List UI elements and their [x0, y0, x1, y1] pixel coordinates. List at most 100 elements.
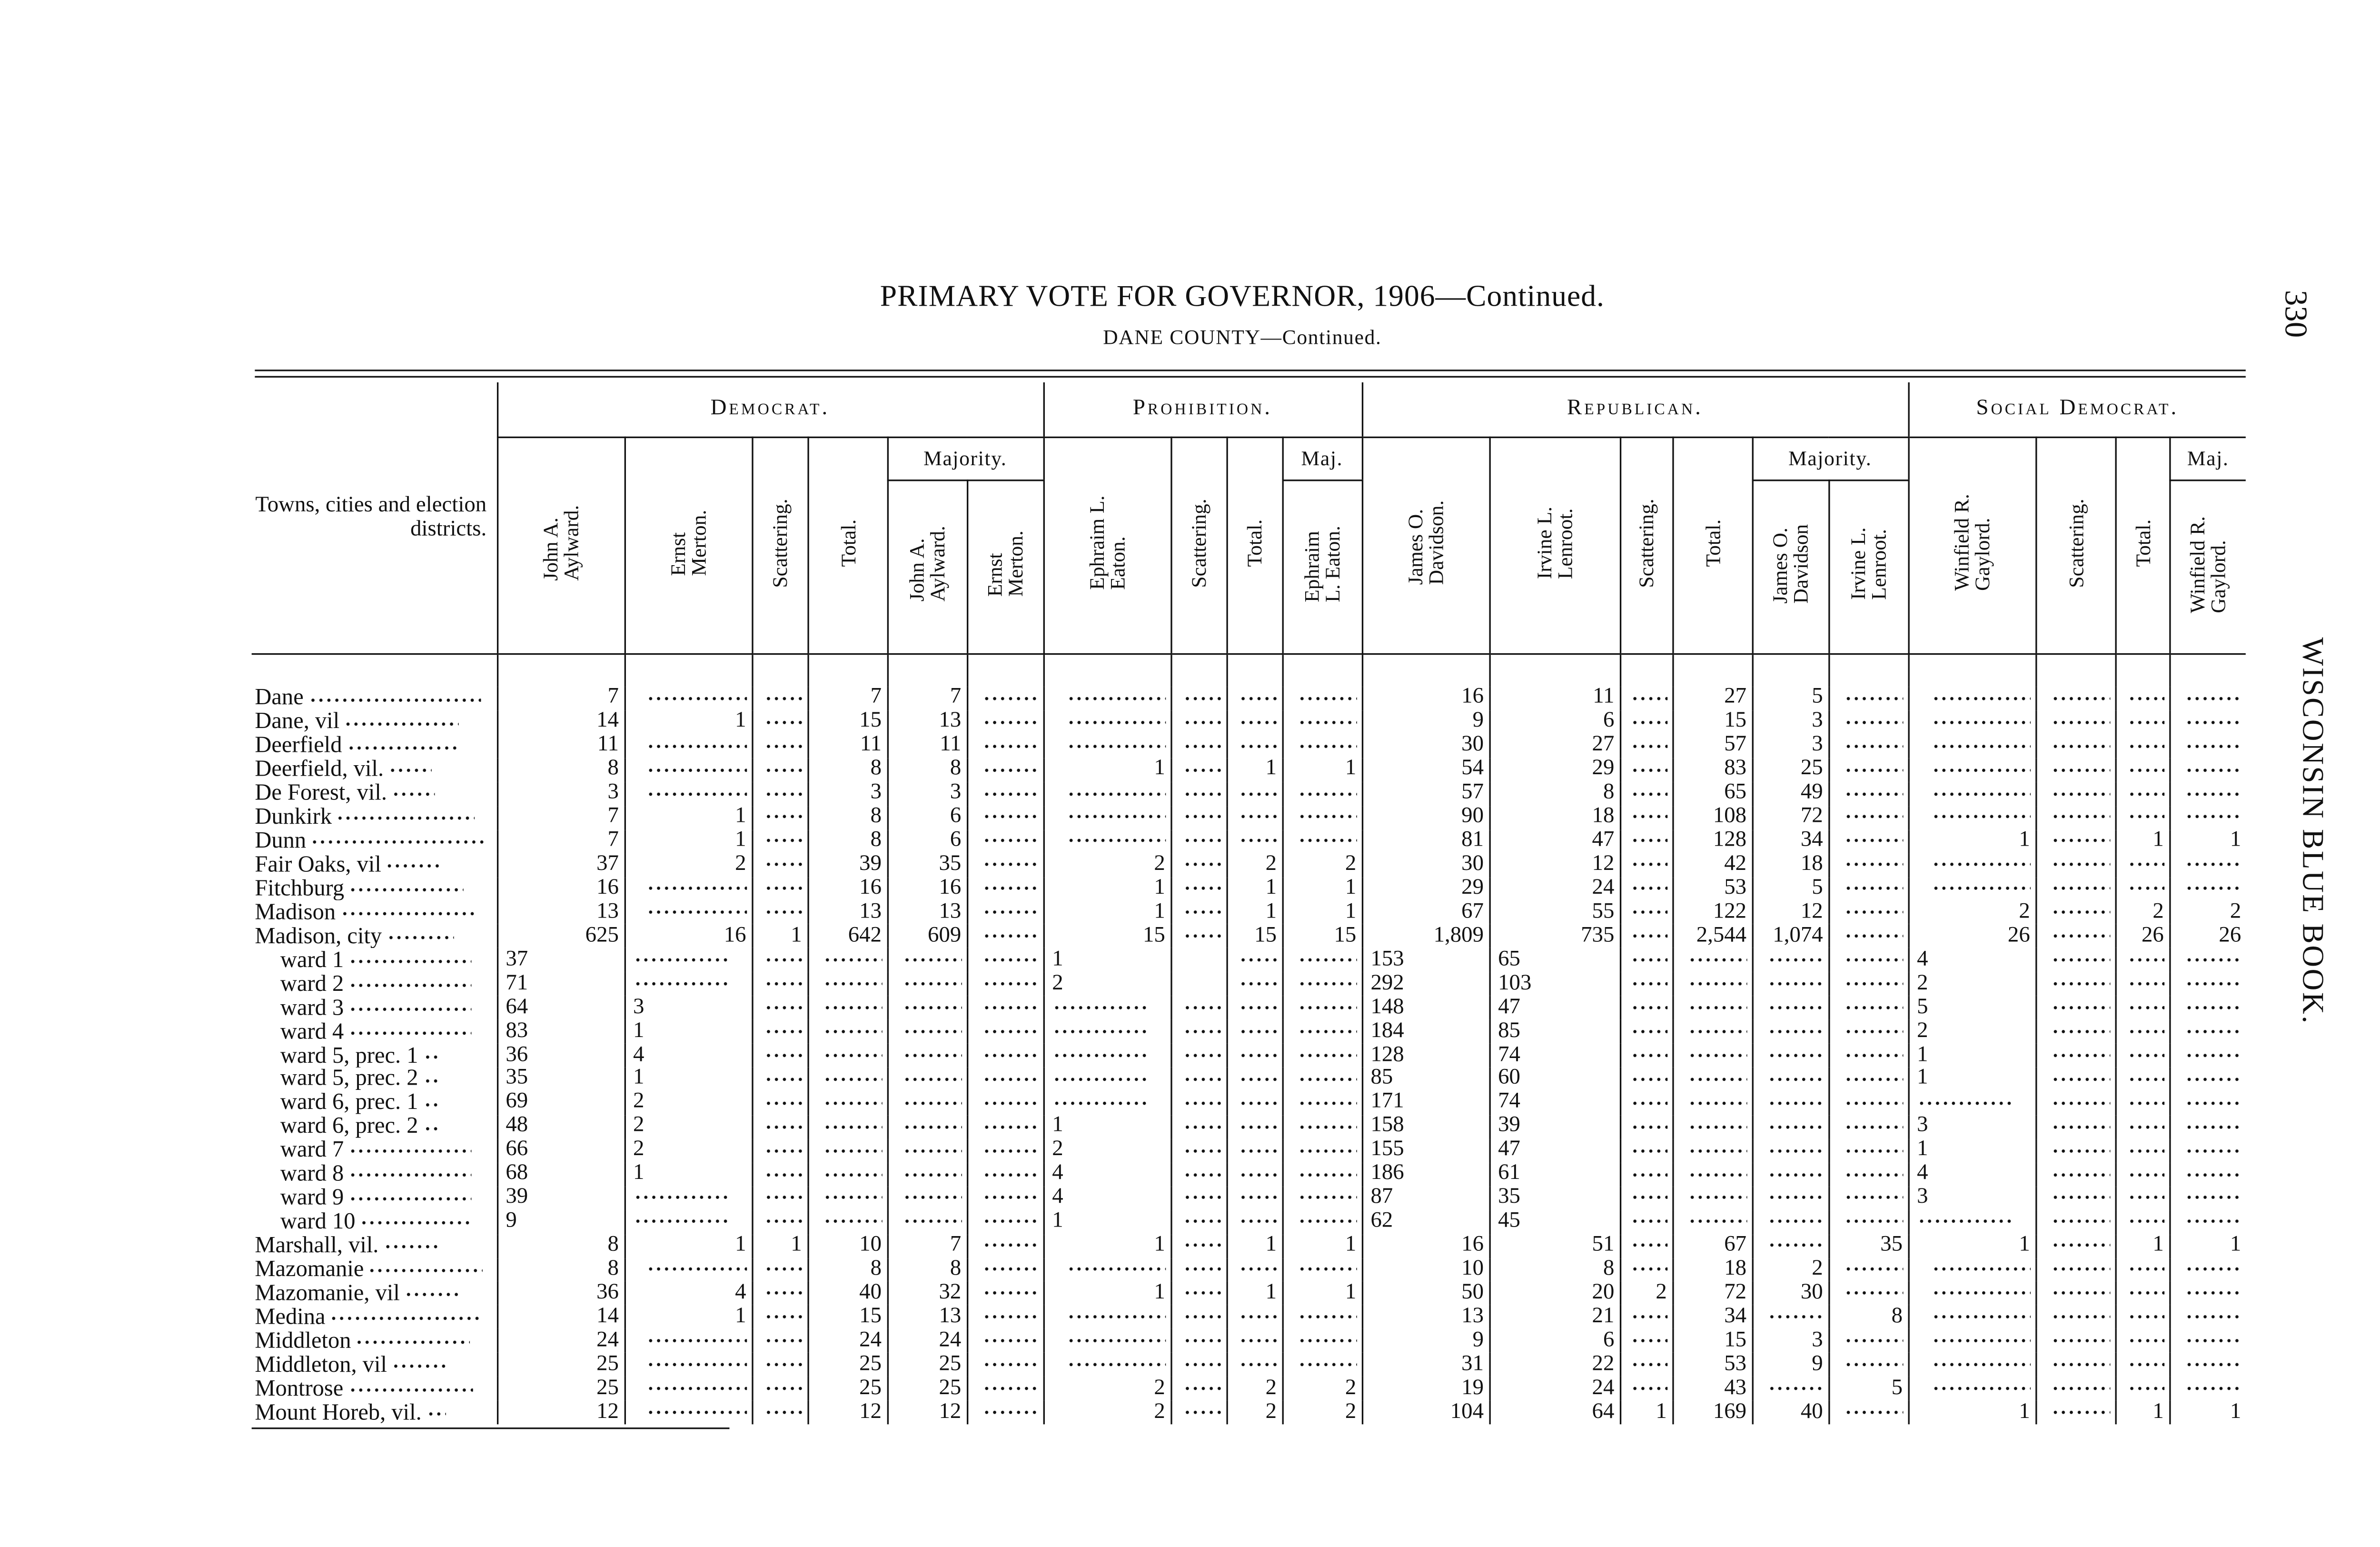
- column-header-label: Scattering.: [1634, 498, 1658, 587]
- dot-leader: [2051, 1243, 2110, 1248]
- vote-cell: [966, 1186, 1043, 1210]
- vote-cell: 25: [496, 1377, 625, 1401]
- vote-cell: [1281, 1067, 1362, 1091]
- vote-cell: 8: [1827, 1305, 1908, 1329]
- vote-cell: [751, 1353, 808, 1377]
- dot-leader: [1298, 1219, 1357, 1224]
- vote-value: 103: [1498, 972, 1532, 996]
- vote-cell: 7: [886, 1234, 967, 1258]
- column-header-label: Total.: [835, 519, 860, 567]
- vote-cell: [886, 1162, 967, 1187]
- vote-cell: 35: [886, 853, 967, 877]
- vote-value: 16: [724, 924, 746, 948]
- vote-value: 2: [1917, 1019, 1928, 1043]
- dot-leader: [2127, 767, 2164, 772]
- vote-cell: 4: [1042, 1186, 1171, 1210]
- vote-cell: [2114, 782, 2170, 806]
- vote-cell: [2114, 1258, 2170, 1282]
- dot-leader: [1052, 1029, 1149, 1034]
- vote-cell: 9: [1361, 1329, 1489, 1353]
- district-name: Mazomanie, vil: [252, 1282, 497, 1306]
- vote-cell: 1: [1225, 1234, 1282, 1258]
- vote-cell: [1170, 1115, 1227, 1139]
- vote-cell: [1671, 1043, 1752, 1068]
- vote-cell: [806, 1210, 887, 1234]
- district-name: Mount Horeb, vil.: [252, 1401, 497, 1425]
- dot-leader: [903, 1148, 962, 1153]
- dot-leader: [1844, 1362, 1903, 1367]
- dot-leader: [982, 1314, 1038, 1319]
- vote-cell: 3: [496, 782, 625, 806]
- dot-leader: [344, 721, 458, 726]
- vote-value: 16: [596, 877, 619, 900]
- vote-cell: [1619, 1329, 1673, 1353]
- vote-value: 8: [607, 758, 619, 781]
- vote-cell: [1827, 758, 1908, 782]
- vote-cell: [1281, 972, 1362, 996]
- vote-cell: [2168, 1067, 2246, 1091]
- vote-value: 1: [2019, 1234, 2030, 1258]
- vote-cell: [1225, 1115, 1282, 1139]
- vote-cell: 64: [1488, 1400, 1620, 1425]
- dot-leader: [387, 935, 454, 940]
- dot-leader: [1767, 1219, 1823, 1224]
- dot-leader: [633, 981, 729, 987]
- vote-cell: [1907, 734, 2036, 759]
- table-row: Deerfield 11 11 11 30 27 57 3: [252, 734, 2246, 759]
- dot-leader: [1066, 696, 1165, 701]
- vote-value: 26: [2219, 924, 2241, 948]
- vote-cell: [1619, 1258, 1673, 1282]
- dot-leader: [1183, 767, 1221, 772]
- vote-cell: [966, 1258, 1043, 1282]
- vote-value: 1: [791, 1234, 802, 1258]
- vote-value: 16: [1461, 1234, 1484, 1258]
- vote-cell: [2034, 806, 2115, 830]
- vote-cell: [1170, 687, 1227, 711]
- vote-cell: 1: [1042, 900, 1171, 925]
- vote-cell: [623, 1400, 752, 1425]
- vote-cell: 4: [623, 1043, 752, 1068]
- dot-leader: [823, 1005, 882, 1010]
- district-name-text: Dunn: [255, 829, 307, 853]
- vote-value: 13: [596, 900, 619, 924]
- vote-cell: 67: [1671, 1234, 1752, 1258]
- dot-leader: [1183, 719, 1221, 725]
- vote-cell: [751, 996, 808, 1020]
- dot-leader: [1917, 1100, 2013, 1106]
- vote-cell: [1042, 734, 1171, 759]
- dot-leader: [1183, 1077, 1221, 1082]
- dot-leader: [1844, 1148, 1903, 1153]
- column-header-label: Scattering.: [767, 498, 792, 587]
- vote-cell: 27: [1488, 734, 1620, 759]
- dot-leader: [982, 815, 1038, 820]
- vote-value: 6: [950, 829, 962, 853]
- dot-leader: [764, 1148, 802, 1153]
- vote-value: 14: [596, 1305, 619, 1329]
- vote-cell: 3: [806, 782, 887, 806]
- vote-cell: [2034, 1067, 2115, 1091]
- vote-cell: [1827, 1329, 1908, 1353]
- vote-cell: [1170, 996, 1227, 1020]
- vote-value: 1: [2230, 1234, 2241, 1258]
- vote-cell: [1619, 1305, 1673, 1329]
- dot-leader: [1239, 815, 1277, 820]
- dot-leader: [2127, 1314, 2164, 1319]
- vote-value: 9: [1472, 710, 1484, 734]
- dot-leader: [764, 1267, 802, 1272]
- dot-leader: [2051, 1148, 2110, 1153]
- vote-cell: [1827, 782, 1908, 806]
- vote-cell: [1170, 1091, 1227, 1115]
- dot-leader: [2051, 958, 2110, 963]
- vote-value: 67: [1724, 1234, 1747, 1258]
- dot-leader: [348, 1030, 472, 1036]
- vote-cell: [1619, 948, 1673, 972]
- dot-leader: [368, 1268, 483, 1273]
- vote-cell: 2,544: [1671, 924, 1752, 948]
- table-row: ward 8 68 1 4 186 61 4: [252, 1162, 2246, 1187]
- vote-value: 1: [1345, 877, 1357, 900]
- dot-leader: [982, 791, 1038, 796]
- vote-value: 34: [1724, 1305, 1747, 1329]
- top-rule: [255, 369, 2246, 371]
- district-name-text: ward 10: [280, 1210, 356, 1234]
- dot-leader: [1767, 1195, 1823, 1201]
